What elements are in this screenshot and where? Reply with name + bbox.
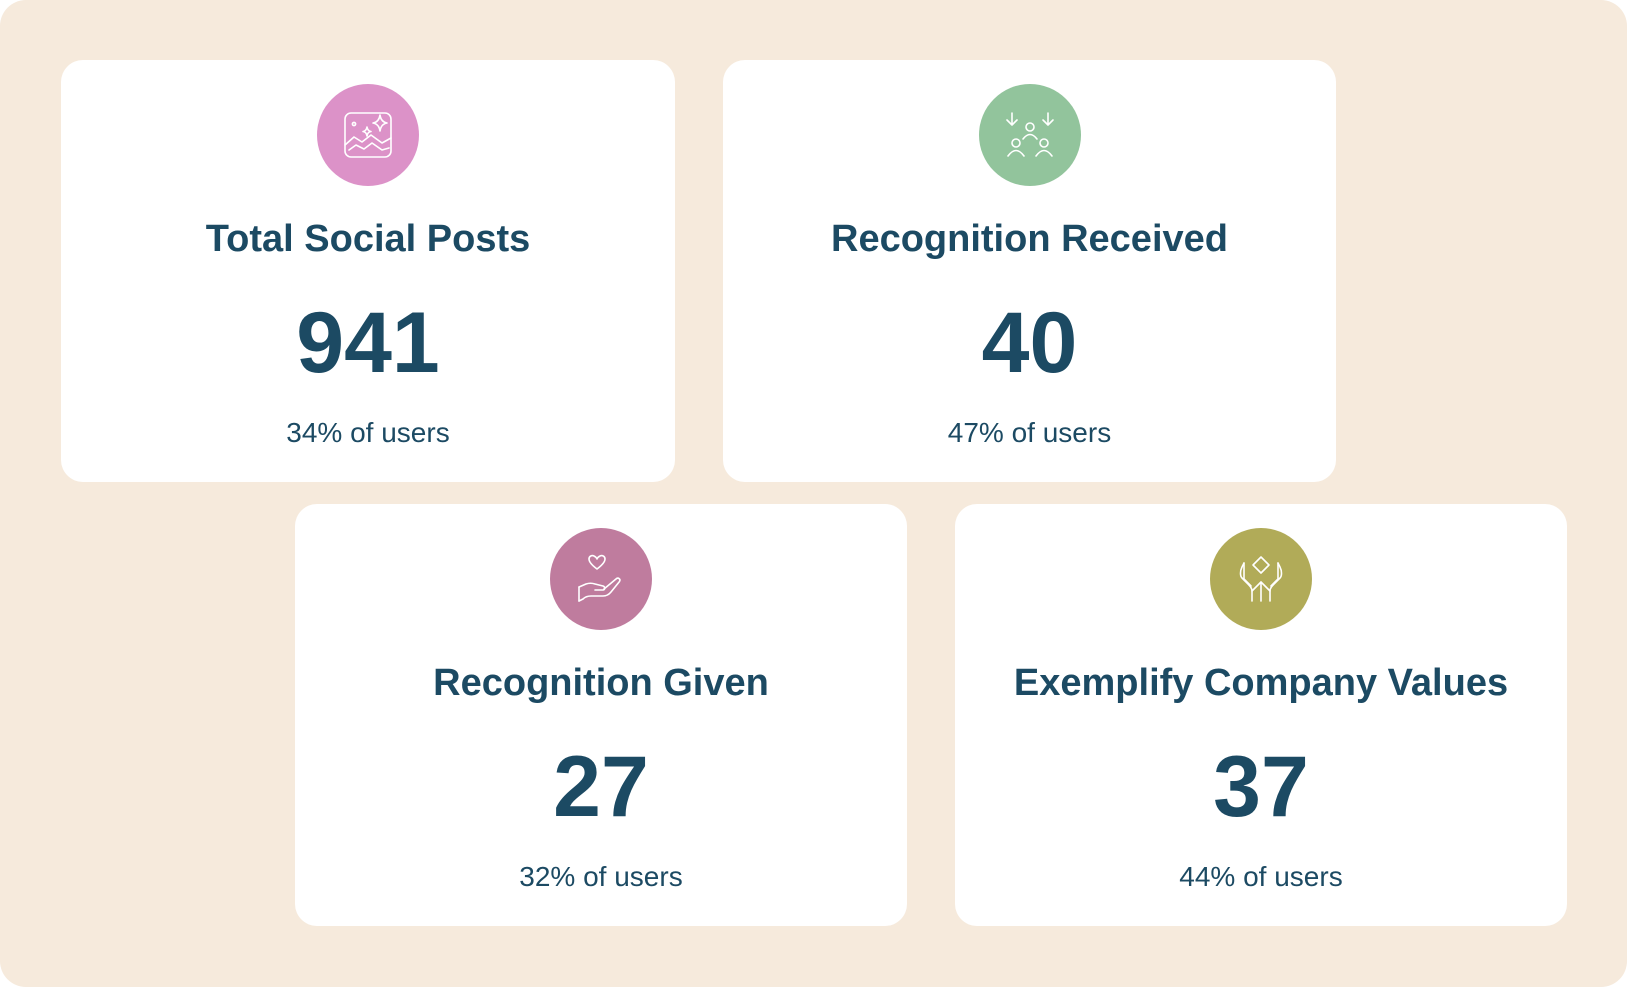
card-value: 27: [553, 739, 649, 835]
card-subtitle: 44% of users: [1179, 861, 1343, 892]
hands-diamond-icon: [1239, 556, 1283, 602]
stat-card-total-social-posts: Total Social Posts 941 34% of users: [61, 60, 675, 482]
card-subtitle: 47% of users: [947, 417, 1112, 448]
card-title: Total Social Posts: [205, 218, 531, 260]
heart-hand-icon: [578, 554, 621, 602]
icon-badge: [1210, 528, 1312, 630]
card-title: Exemplify Company Values: [1013, 662, 1509, 704]
card-title: Recognition Received: [831, 218, 1228, 260]
group-arrows-icon: [1005, 112, 1054, 157]
stat-card-recognition-given: Recognition Given 27 32% of users: [295, 504, 907, 926]
icon-badge: [978, 84, 1081, 186]
stat-card-recognition-received: Recognition Received 40 47% of users: [723, 60, 1336, 482]
card-subtitle: 34% of users: [286, 417, 450, 448]
card-title: Recognition Given: [433, 662, 769, 704]
card-subtitle: 32% of users: [519, 861, 683, 892]
card-value: 37: [1213, 739, 1309, 835]
icon-badge: [550, 528, 652, 630]
stat-card-exemplify-company-values: Exemplify Company Values 37 44% of users: [955, 504, 1567, 926]
card-value: 941: [296, 295, 440, 391]
card-value: 40: [981, 295, 1078, 391]
icon-badge: [317, 84, 419, 186]
image-sparkle-icon: [344, 112, 392, 158]
